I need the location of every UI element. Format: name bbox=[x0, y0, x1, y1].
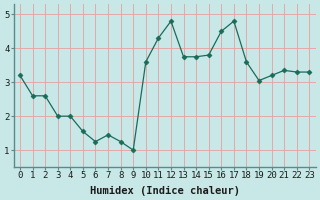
X-axis label: Humidex (Indice chaleur): Humidex (Indice chaleur) bbox=[90, 186, 240, 196]
